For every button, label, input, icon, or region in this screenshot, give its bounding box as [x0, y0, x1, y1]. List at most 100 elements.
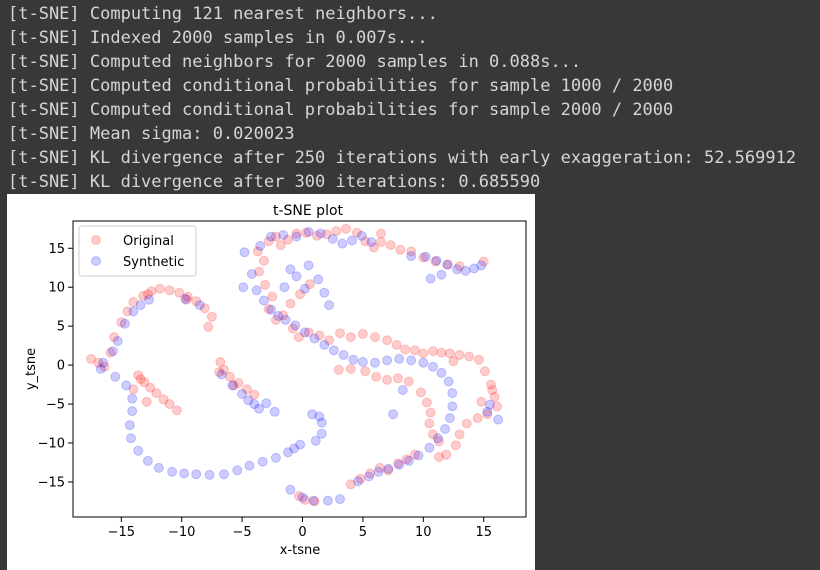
- point-synthetic: [279, 282, 290, 293]
- point-original: [448, 356, 459, 367]
- point-original: [142, 289, 153, 300]
- point-synthetic: [258, 295, 269, 306]
- point-synthetic: [238, 282, 249, 293]
- point-synthetic: [227, 380, 238, 391]
- point-original: [299, 494, 310, 505]
- point-synthetic: [273, 311, 284, 321]
- point-synthetic: [110, 371, 121, 382]
- point-synthetic: [191, 469, 202, 480]
- point-synthetic: [270, 452, 281, 463]
- point-original: [401, 454, 412, 465]
- point-original: [331, 226, 342, 237]
- point-original: [228, 380, 239, 391]
- legend-label-synthetic: Synthetic: [123, 255, 184, 270]
- point-original: [409, 449, 420, 460]
- point-original: [428, 346, 438, 357]
- point-synthetic: [436, 367, 447, 378]
- y-tick-label: −15: [38, 475, 65, 490]
- point-original: [418, 252, 429, 263]
- point-original: [263, 304, 274, 314]
- point-synthetic: [244, 460, 255, 471]
- point-original: [214, 367, 225, 378]
- log-line: [t-SNE] Computing 121 nearest neighbors.…: [8, 4, 438, 24]
- point-synthetic: [280, 314, 291, 325]
- point-synthetic: [297, 492, 308, 503]
- log-line: [t-SNE] Computed conditional probabiliti…: [8, 76, 674, 96]
- point-synthetic: [291, 271, 302, 282]
- point-synthetic: [216, 369, 227, 380]
- legend-box: [78, 225, 197, 277]
- point-synthetic: [307, 409, 318, 420]
- point-synthetic: [153, 462, 164, 473]
- log-line: [t-SNE] Indexed 2000 samples in 0.007s..…: [8, 28, 428, 48]
- point-synthetic: [303, 260, 314, 271]
- point-synthetic: [237, 388, 248, 399]
- point-original: [406, 246, 417, 257]
- point-synthetic: [299, 283, 310, 294]
- point-synthetic: [255, 240, 266, 251]
- point-original: [382, 374, 393, 385]
- point-synthetic: [319, 339, 330, 350]
- point-synthetic: [126, 433, 136, 444]
- point-original: [99, 361, 110, 372]
- y-axis: 15 10 5 0 −5 −10 −15: [38, 242, 73, 490]
- point-original: [116, 317, 127, 328]
- point-original: [285, 298, 296, 309]
- point-synthetic: [121, 380, 132, 391]
- point-synthetic: [144, 294, 155, 305]
- point-original: [309, 496, 320, 507]
- point-original: [430, 256, 441, 267]
- point-synthetic: [406, 355, 417, 366]
- x-tick-label: −15: [108, 525, 135, 540]
- log-line: [t-SNE] KL divergence after 250 iteratio…: [8, 148, 797, 168]
- point-synthetic: [278, 230, 289, 240]
- point-synthetic: [324, 300, 335, 311]
- point-original: [365, 468, 376, 479]
- point-original: [418, 348, 429, 359]
- point-synthetic: [373, 466, 384, 477]
- point-original: [368, 242, 379, 253]
- point-synthetic: [314, 411, 325, 422]
- point-original: [301, 227, 312, 238]
- y-tick-label: 15: [48, 242, 65, 257]
- y-tick-label: 5: [57, 320, 65, 335]
- point-synthetic: [431, 255, 442, 266]
- points-layer: [86, 223, 504, 507]
- point-original: [486, 379, 496, 390]
- point-synthetic: [127, 393, 138, 404]
- x-tick-label: 15: [475, 525, 492, 540]
- point-synthetic: [180, 293, 191, 304]
- point-original: [360, 236, 371, 247]
- point-synthetic: [347, 235, 357, 246]
- point-original: [225, 371, 235, 382]
- point-synthetic: [309, 333, 320, 344]
- point-original: [371, 371, 382, 382]
- point-synthetic: [425, 273, 436, 284]
- point-synthetic: [124, 420, 135, 431]
- point-original: [135, 374, 146, 385]
- point-synthetic: [219, 469, 229, 480]
- point-original: [424, 418, 435, 429]
- point-synthetic: [266, 231, 277, 242]
- point-original: [421, 397, 432, 408]
- point-original: [393, 458, 403, 469]
- point-original: [191, 296, 202, 307]
- point-original: [355, 473, 366, 484]
- point-synthetic: [327, 233, 338, 244]
- point-original: [461, 418, 472, 429]
- point-synthetic: [204, 469, 215, 480]
- point-synthetic: [428, 361, 438, 372]
- point-synthetic: [484, 399, 495, 410]
- point-synthetic: [319, 287, 330, 298]
- point-original: [199, 303, 210, 314]
- point-synthetic: [135, 300, 146, 311]
- point-original: [391, 339, 402, 350]
- point-synthetic: [303, 226, 314, 237]
- x-tick-label: 10: [415, 525, 432, 540]
- point-synthetic: [266, 304, 277, 315]
- point-synthetic: [322, 495, 333, 506]
- point-original: [270, 314, 281, 325]
- point-synthetic: [394, 459, 405, 470]
- point-original: [454, 261, 465, 272]
- point-original: [441, 449, 452, 460]
